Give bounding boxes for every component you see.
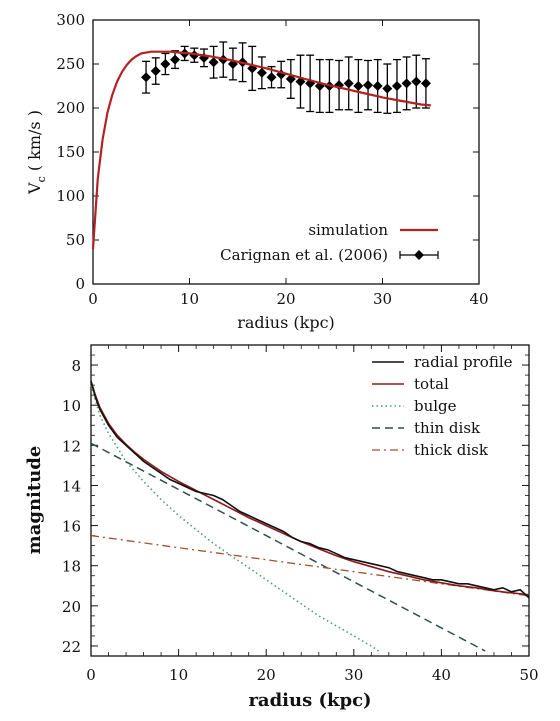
bottom-x-tick-label: 50 — [519, 666, 538, 684]
data-point-carignan — [276, 60, 287, 89]
magnitude-profile-chart: 0 10 20 30 40 50 8 10 12 14 16 18 20 22 radius (kpc)… — [24, 344, 539, 711]
data-point-carignan — [334, 59, 345, 111]
top-x-axis: 0 10 20 30 40 — [88, 20, 489, 308]
data-point-carignan — [314, 58, 325, 114]
bottom-y-tick-label: 20 — [62, 598, 81, 616]
legend-label-carignan: Carignan et al. (2006) — [220, 246, 388, 264]
data-point-carignan — [285, 58, 296, 99]
top-y-tick-label: 250 — [56, 55, 85, 73]
data-point-carignan — [363, 59, 374, 111]
data-point-carignan — [401, 56, 412, 111]
series-line-simulation — [91, 50, 431, 249]
legend-label-simulation: simulation — [308, 221, 388, 239]
bottom-y-tick-label: 16 — [62, 518, 81, 536]
top-x-tick-label: 0 — [88, 290, 98, 308]
bottom-legend: radial profile total bulge thin disk thick d… — [372, 353, 513, 459]
bottom-x-tick-label: 30 — [344, 666, 363, 684]
data-point-carignan — [295, 54, 306, 109]
top-y-tick-label: 0 — [75, 275, 85, 293]
top-x-tick-label: 20 — [276, 290, 295, 308]
top-y-axis-label: Vc ( km/s ) — [25, 110, 48, 195]
bottom-y-tick-label: 8 — [71, 357, 81, 375]
data-point-carignan — [391, 58, 402, 114]
bottom-y-tick-label: 12 — [62, 437, 81, 455]
series-line-radial-profile — [90, 380, 530, 599]
bottom-y-tick-label: 14 — [62, 477, 81, 495]
data-point-carignan — [343, 56, 354, 111]
legend-label-radial-profile: radial profile — [414, 353, 513, 371]
bottom-x-axis-label: radius (kpc) — [248, 690, 371, 711]
data-point-carignan — [198, 48, 209, 68]
top-legend: simulation Carignan et al. (2006) — [220, 221, 439, 264]
series-line-thick-disk — [90, 534, 530, 597]
legend-swatch-carignan — [399, 250, 439, 260]
data-point-carignan — [170, 50, 181, 70]
data-point-carignan — [150, 57, 161, 85]
data-point-carignan — [141, 60, 152, 94]
bottom-y-tick-label: 22 — [62, 638, 81, 656]
top-y-tick-label: 200 — [56, 99, 85, 117]
bottom-plot-frame — [90, 344, 530, 657]
bottom-plot-area — [90, 380, 530, 653]
data-point-carignan — [256, 56, 267, 90]
top-y-tick-label: 50 — [66, 231, 85, 249]
legend-label-thin-disk: thin disk — [414, 419, 481, 437]
bottom-x-tick-label: 40 — [432, 666, 451, 684]
bottom-x-tick-label: 20 — [257, 666, 276, 684]
data-point-carignan — [382, 63, 393, 114]
series-line-thin-disk — [90, 442, 486, 652]
bottom-y-axis: 8 10 12 14 16 18 20 22 — [62, 344, 529, 657]
legend-label-thick-disk: thick disk — [414, 441, 489, 459]
data-point-carignan — [247, 45, 258, 92]
top-x-tick-label: 40 — [469, 290, 488, 308]
bottom-y-tick-label: 10 — [62, 397, 81, 415]
legend-label-bulge: bulge — [414, 397, 457, 415]
data-point-carignan — [411, 54, 422, 109]
data-point-carignan — [420, 58, 431, 109]
series-line-total — [90, 380, 530, 596]
data-point-carignan — [227, 47, 238, 81]
data-point-carignan — [208, 45, 219, 79]
top-x-tick-label: 10 — [180, 290, 199, 308]
top-y-tick-label: 300 — [56, 11, 85, 29]
bottom-x-tick-label: 10 — [169, 666, 188, 684]
top-y-tick-label: 100 — [56, 187, 85, 205]
bottom-y-axis-label: magnitude — [24, 446, 45, 555]
data-point-carignan — [372, 58, 383, 114]
bottom-x-tick-label: 0 — [86, 666, 96, 684]
series-line-bulge — [90, 384, 381, 653]
bottom-y-tick-label: 18 — [62, 558, 81, 576]
top-plot-frame — [92, 19, 480, 285]
rotation-curve-chart: 0 10 20 30 40 0 50 100 150 200 250 300 radius (kpc… — [25, 11, 489, 332]
top-y-tick-label: 150 — [56, 143, 85, 161]
top-x-tick-label: 30 — [373, 290, 392, 308]
legend-label-total: total — [414, 375, 449, 393]
data-point-carignan — [160, 52, 171, 76]
data-point-carignan — [305, 54, 316, 113]
bottom-x-axis: 0 10 20 30 40 50 — [86, 345, 539, 684]
top-plot-area — [91, 41, 431, 249]
data-point-carignan — [353, 58, 364, 114]
top-x-axis-label: radius (kpc) — [237, 313, 335, 332]
